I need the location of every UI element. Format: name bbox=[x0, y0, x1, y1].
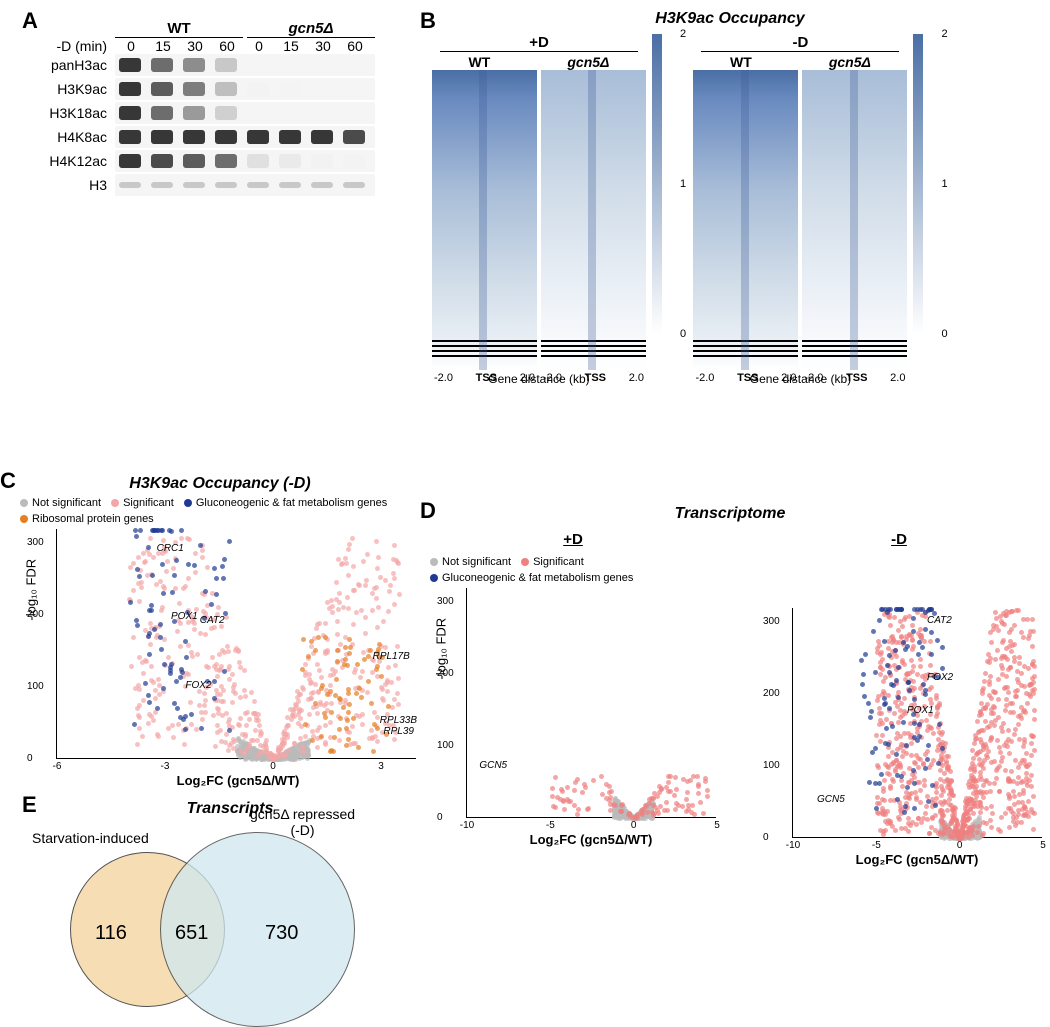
colorbar: 012 bbox=[652, 34, 662, 334]
wb-bands bbox=[115, 102, 375, 124]
gene-label-GCN5: GCN5 bbox=[817, 794, 845, 805]
legend-item: Ribosomal protein genes bbox=[20, 513, 154, 525]
wb-antibody-label: H3K18ac bbox=[30, 105, 115, 121]
gene-label-GCN5: GCN5 bbox=[479, 760, 507, 771]
gene-label-FOX2: FOX2 bbox=[927, 672, 953, 683]
legend-item: Gluconeogenic & fat metabolism genes bbox=[184, 497, 387, 509]
gene-label-POX1: POX1 bbox=[171, 611, 198, 622]
wb-bands bbox=[115, 54, 375, 76]
gene-label-CRC1: CRC1 bbox=[157, 543, 184, 554]
wb-time-label: -D (min) bbox=[30, 38, 115, 54]
panel-d-title: Transcriptome bbox=[430, 505, 1030, 523]
wb-row-H4K8ac: H4K8ac bbox=[30, 126, 410, 148]
wb-cond-gcn5: gcn5Δ bbox=[247, 20, 375, 38]
volcano-plot-d-minusD: -10-5050100200300CAT2FOX2POX1GCN5 bbox=[792, 608, 1042, 838]
wb-timepoint: 0 bbox=[243, 38, 275, 54]
panel-c-title: H3K9ac Occupancy (-D) bbox=[20, 475, 420, 493]
legend-dot bbox=[521, 558, 529, 566]
panel-d1-xlabel: Log₂FC (gcn5Δ/WT) bbox=[466, 832, 716, 847]
volcano-plot-d-plusD: -log₁₀ FDR -10-5050100200300GCN5 bbox=[466, 588, 716, 818]
legend-dot bbox=[20, 515, 28, 523]
wb-timepoint: 15 bbox=[147, 38, 179, 54]
legend-dot bbox=[20, 499, 28, 507]
gene-label-RPL17B: RPL17B bbox=[373, 651, 410, 662]
venn-right-label: gcn5Δ repressed (-D) bbox=[250, 806, 355, 838]
wb-timepoint: 15 bbox=[275, 38, 307, 54]
venn-overlap-count: 651 bbox=[175, 922, 208, 945]
wb-bands bbox=[115, 78, 375, 100]
wb-antibody-label: panH3ac bbox=[30, 57, 115, 73]
wb-timepoint: 60 bbox=[339, 38, 371, 54]
wb-row-H3: H3 bbox=[30, 174, 410, 196]
wb-cond-wt: WT bbox=[115, 20, 243, 38]
gene-label-RPL33B: RPL33B bbox=[380, 715, 417, 726]
gene-label-CAT2: CAT2 bbox=[200, 615, 225, 626]
legend-item: Gluconeogenic & fat metabolism genes bbox=[430, 572, 633, 584]
wb-antibody-label: H4K12ac bbox=[30, 153, 115, 169]
venn-right-count: 730 bbox=[265, 922, 298, 945]
wb-timepoint: 30 bbox=[179, 38, 211, 54]
legend-dot bbox=[111, 499, 119, 507]
panel-d-sub2-title: -D bbox=[756, 531, 1042, 548]
gene-label-CAT2: CAT2 bbox=[927, 615, 952, 626]
gene-label-FOX2: FOX2 bbox=[185, 680, 211, 691]
legend-item: Not significant bbox=[20, 497, 101, 509]
heatmap-minusD-WT: -2.0TSS2.0 bbox=[693, 70, 798, 370]
heatmap-condition-label: +D bbox=[440, 34, 638, 52]
legend-dot bbox=[430, 558, 438, 566]
panel-d-sub1-title: +D bbox=[430, 531, 716, 548]
wb-row-H3K9ac: H3K9ac bbox=[30, 78, 410, 100]
heatmap-minusD-gcn5: -2.0TSS2.0 bbox=[802, 70, 907, 370]
wb-row-H4K12ac: H4K12ac bbox=[30, 150, 410, 172]
wb-row-panH3ac: panH3ac bbox=[30, 54, 410, 76]
wb-bands bbox=[115, 150, 375, 172]
wb-timepoint: 30 bbox=[307, 38, 339, 54]
wb-timepoint: 0 bbox=[115, 38, 147, 54]
heatmap-genotype-label: WT bbox=[469, 54, 491, 70]
heatmap-genotype-label: WT bbox=[730, 54, 752, 70]
legend-dot bbox=[430, 574, 438, 582]
wb-timepoint: 60 bbox=[211, 38, 243, 54]
panel-label-e: E bbox=[22, 792, 37, 818]
heatmap-group-minusD: -DWTgcn5Δ-2.0TSS2.0-2.0TSS2.0Gene distan… bbox=[691, 34, 909, 386]
heatmap-plusD-WT: -2.0TSS2.0 bbox=[432, 70, 537, 370]
heatmap-plusD-gcn5: -2.0TSS2.0 bbox=[541, 70, 646, 370]
wb-bands bbox=[115, 174, 375, 196]
wb-bands bbox=[115, 126, 375, 148]
gene-label-RPL39: RPL39 bbox=[383, 726, 414, 737]
legend-dot bbox=[184, 499, 192, 507]
gene-label-POX1: POX1 bbox=[907, 705, 934, 716]
venn-left-count: 116 bbox=[95, 922, 127, 945]
panel-b-heatmaps: H3K9ac Occupancy Whole genome+DWTgcn5Δ-2… bbox=[430, 10, 1030, 386]
wb-row-H3K18ac: H3K18ac bbox=[30, 102, 410, 124]
volcano-plot-c: -log₁₀ FDR -6-3030100200300CRC1POX1CAT2F… bbox=[56, 529, 416, 759]
heatmap-genotype-label: gcn5Δ bbox=[829, 54, 871, 70]
colorbar: 012 bbox=[913, 34, 923, 334]
panel-e-title: Transcripts bbox=[40, 800, 420, 818]
panel-c-volcano: H3K9ac Occupancy (-D) Not significant Sig… bbox=[20, 475, 420, 788]
panel-c-xlabel: Log₂FC (gcn5Δ/WT) bbox=[56, 773, 420, 788]
panel-d-transcriptome: Transcriptome +D Not significant Signific… bbox=[430, 505, 1030, 867]
panel-e-venn: Transcripts Starvation-induced gcn5Δ rep… bbox=[40, 800, 420, 1022]
panel-d2-xlabel: Log₂FC (gcn5Δ/WT) bbox=[792, 852, 1042, 867]
panel-label-c: C bbox=[0, 468, 16, 494]
wb-antibody-label: H4K8ac bbox=[30, 129, 115, 145]
venn-left-label: Starvation-induced bbox=[32, 830, 149, 846]
wb-antibody-label: H3 bbox=[30, 177, 115, 193]
panel-b-title: H3K9ac Occupancy bbox=[430, 10, 1030, 28]
panel-a-western-blot: WT gcn5Δ -D (min) 01530600153060 panH3ac… bbox=[30, 20, 410, 198]
venn-diagram: Starvation-induced gcn5Δ repressed (-D) … bbox=[40, 822, 380, 1022]
wb-antibody-label: H3K9ac bbox=[30, 81, 115, 97]
heatmap-group-plusD: +DWTgcn5Δ-2.0TSS2.0-2.0TSS2.0Gene distan… bbox=[430, 34, 648, 386]
heatmap-condition-label: -D bbox=[701, 34, 899, 52]
legend-item: Not significant bbox=[430, 556, 511, 568]
heatmap-genotype-label: gcn5Δ bbox=[567, 54, 609, 70]
legend-item: Significant bbox=[111, 497, 174, 509]
legend-item: Significant bbox=[521, 556, 584, 568]
